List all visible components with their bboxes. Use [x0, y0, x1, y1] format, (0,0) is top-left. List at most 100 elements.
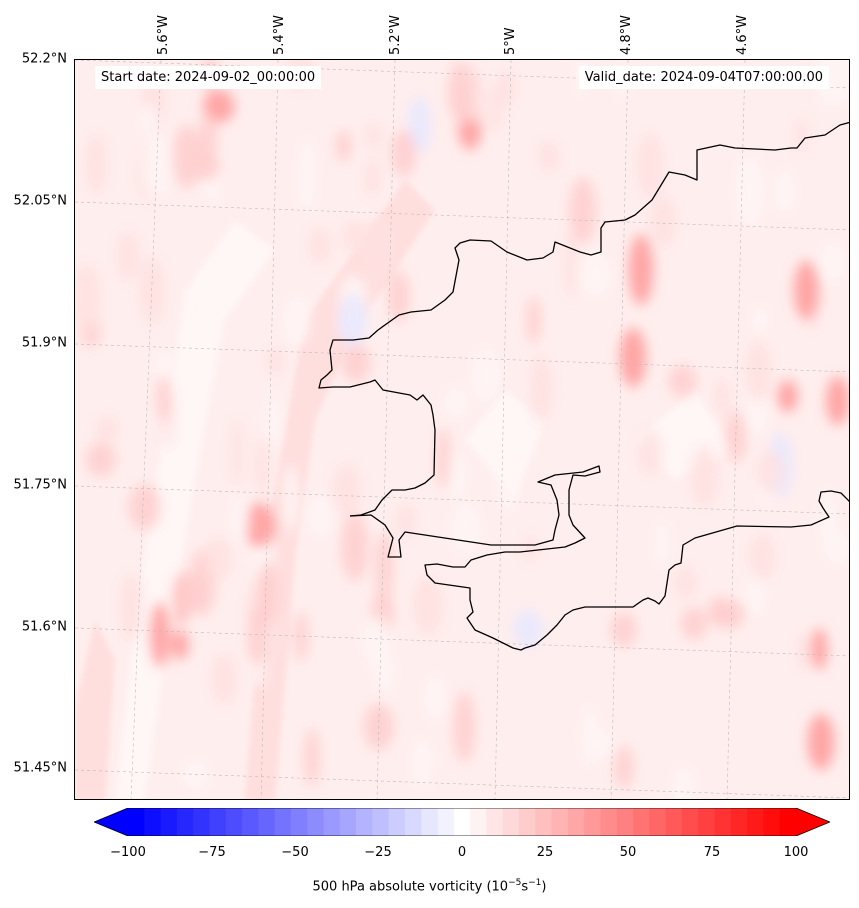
vorticity-blob	[777, 380, 799, 413]
colorbar-cell	[372, 808, 390, 836]
vorticity-blob	[523, 535, 538, 564]
vorticity-blob	[304, 728, 320, 787]
map-plot-area	[74, 59, 850, 800]
vorticity-blob	[818, 241, 847, 283]
colorbar-tick-label: 100	[783, 845, 809, 860]
vorticity-blob	[653, 519, 670, 568]
vorticity-blob	[810, 628, 828, 670]
colorbar-cell	[698, 808, 716, 836]
vorticity-blob	[139, 256, 165, 327]
vorticity-blob	[745, 340, 772, 403]
vorticity-blob	[171, 574, 203, 615]
vorticity-blob	[449, 452, 467, 501]
colorbar-cell	[307, 808, 325, 836]
colorbar-cell	[551, 808, 569, 836]
vorticity-blob	[512, 609, 543, 648]
vorticity-map	[75, 60, 849, 799]
lat-label: 51.6°N	[21, 619, 67, 635]
lat-label: 51.9°N	[21, 335, 67, 351]
meridian	[610, 60, 629, 799]
vorticity-blob	[129, 484, 161, 531]
vorticity-blob	[142, 133, 170, 201]
coastline-north	[318, 121, 849, 517]
vorticity-blob	[423, 674, 446, 721]
vorticity-blob	[443, 386, 468, 419]
colorbar-cell	[356, 808, 373, 836]
lat-label: 52.05°N	[13, 193, 67, 209]
vorticity-blob	[614, 745, 634, 789]
colorbar-cell	[567, 808, 585, 836]
vorticity-blob	[341, 219, 370, 254]
vorticity-blob	[85, 133, 108, 195]
vorticity-blob	[116, 230, 140, 282]
vorticity-blob	[365, 121, 383, 150]
vorticity-blob	[75, 263, 101, 335]
vorticity-blob	[748, 532, 776, 582]
vorticity-blob	[204, 537, 233, 581]
colorbar-cell	[665, 808, 683, 836]
vorticity-blob	[283, 295, 311, 345]
vorticity-blob	[725, 409, 747, 463]
vorticity-blob	[95, 415, 119, 445]
vorticity-blob	[171, 630, 189, 660]
colorbar-cell	[519, 808, 536, 836]
vorticity-blob	[150, 602, 171, 667]
colorbar-cell	[339, 808, 357, 836]
vorticity-blob	[308, 494, 333, 539]
colorbar-cell	[258, 808, 276, 836]
colorbar-tick-label: −25	[364, 845, 392, 860]
vorticity-blob	[266, 392, 281, 449]
colorbar-title-text: 500 hPa absolute vorticity (10	[312, 879, 509, 895]
vorticity-blob	[408, 96, 432, 154]
vorticity-blob	[335, 130, 352, 162]
vorticity-blob	[628, 234, 654, 306]
vorticity-blob	[497, 448, 518, 514]
vorticity-blob	[362, 616, 391, 670]
vorticity-blob	[797, 633, 811, 671]
colorbar-title-exponent: −5	[508, 878, 522, 888]
vorticity-blob	[308, 227, 332, 265]
vorticity-blob	[773, 168, 796, 215]
vorticity-blob	[198, 113, 217, 164]
vorticity-blob	[257, 561, 278, 627]
vorticity-blob	[211, 652, 238, 705]
lon-label: 5.2°W	[388, 14, 403, 55]
colorbar-cell	[633, 808, 650, 836]
vorticity-blob	[807, 713, 835, 771]
vorticity-blob	[735, 155, 764, 228]
colorbar-title-exponent: −1	[528, 878, 542, 888]
colorbar-cell	[535, 808, 553, 836]
colorbar-tick-label: 0	[457, 845, 467, 860]
vorticity-blob	[338, 293, 367, 349]
vorticity-blob	[637, 429, 662, 475]
colorbar-cell	[242, 808, 259, 836]
lon-label: 5.6°W	[156, 14, 171, 55]
colorbar-title-close: )	[541, 879, 547, 895]
colorbar-cell	[763, 808, 781, 836]
vorticity-blob	[690, 446, 719, 508]
colorbar-tick-label: −50	[281, 845, 309, 860]
vorticity-blob	[713, 377, 731, 416]
colorbar-cell	[730, 808, 748, 836]
vorticity-blob	[488, 83, 504, 133]
lon-label: 4.6°W	[735, 14, 750, 55]
vorticity-blob	[794, 117, 809, 152]
vorticity-blob	[471, 347, 502, 405]
vorticity-blob	[194, 152, 220, 181]
meridian	[130, 60, 162, 799]
coastline-milford	[349, 465, 849, 651]
colorbar-title-unit: s	[521, 879, 529, 895]
colorbar-cell	[290, 808, 308, 836]
lon-label: 5°W	[503, 27, 518, 55]
vorticity-blob	[610, 612, 637, 647]
colorbar-cell	[437, 808, 455, 836]
colorbar	[94, 808, 830, 836]
vorticity-blob	[564, 230, 578, 298]
vorticity-blob	[436, 428, 451, 489]
colorbar-tick-label: −100	[110, 845, 146, 860]
colorbar-cell	[404, 808, 422, 836]
colorbar-cell	[225, 808, 243, 836]
colorbar-cell	[470, 808, 487, 836]
vorticity-blob	[341, 513, 369, 582]
vorticity-blob	[244, 502, 276, 548]
